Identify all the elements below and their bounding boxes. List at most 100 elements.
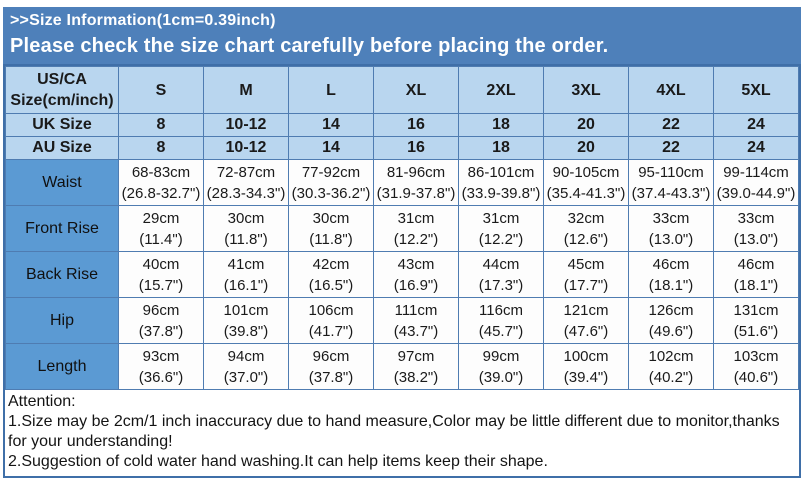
size-value-cell: 8	[118, 136, 204, 160]
measure-cm: 72-87cm	[216, 163, 276, 181]
measure-cm: 81-96cm	[386, 163, 446, 181]
measure-inch: (12.6")	[563, 230, 609, 248]
measure-cm: 32cm	[567, 209, 605, 227]
measure-row-length: Length 93cm (36.6") 94cm (37.0") 96cm (37.8") 9…	[5, 343, 799, 390]
measure-inch: (47.6")	[563, 322, 609, 340]
measure-value-cell: 45cm (17.7")	[543, 251, 629, 298]
measure-cm: 31cm	[397, 209, 435, 227]
measure-inch: (38.2")	[393, 368, 439, 386]
measure-value-cell: 30cm (11.8")	[203, 205, 289, 252]
size-information-panel: >>Size Information(1cm=0.39inch) Please …	[3, 7, 801, 478]
measure-value-cell: 116cm (45.7")	[458, 297, 544, 344]
size-chart-frame: US/CA Size(cm/inch) S M L XL 2XL 3XL 4XL 5XL UK …	[3, 64, 801, 478]
measure-value-cell: 103cm (40.6")	[713, 343, 799, 390]
measure-cm: 33cm	[737, 209, 775, 227]
measure-cm: 68-83cm	[131, 163, 191, 181]
measure-inch: (13.0")	[733, 230, 779, 248]
size-table-body: UK Size 8 10-12 14 16 18 20 22 24 AU Size 8 10-12 14…	[5, 113, 799, 390]
measure-value-cell: 99cm (39.0")	[458, 343, 544, 390]
column-header-m: M	[203, 66, 289, 114]
row-label: AU Size	[5, 136, 119, 160]
measure-cm: 33cm	[652, 209, 690, 227]
column-header-4xl: 4XL	[628, 66, 714, 114]
size-chart-table: US/CA Size(cm/inch) S M L XL 2XL 3XL 4XL 5XL UK …	[5, 66, 799, 390]
measure-inch: (26.8-32.7")	[121, 184, 201, 202]
measure-row-front-rise: Front Rise 29cm (11.4") 30cm (11.8") 30cm (11.…	[5, 205, 799, 252]
measure-value-cell: 94cm (37.0")	[203, 343, 289, 390]
measure-inch: (17.3")	[478, 276, 524, 294]
measure-row-back-rise: Back Rise 40cm (15.7") 41cm (16.1") 42cm (16.5…	[5, 251, 799, 298]
measure-value-cell: 33cm (13.0")	[628, 205, 714, 252]
size-value-cell: 14	[288, 113, 374, 137]
measure-value-cell: 31cm (12.2")	[373, 205, 459, 252]
attention-note-1: 1.Size may be 2cm/1 inch inaccuracy due …	[8, 413, 780, 450]
measure-inch: (11.4")	[139, 230, 183, 248]
measure-cm: 86-101cm	[467, 163, 535, 181]
measure-cm: 94cm	[227, 347, 265, 365]
measure-cm: 45cm	[567, 255, 605, 273]
measure-value-cell: 46cm (18.1")	[713, 251, 799, 298]
row-label: Front Rise	[5, 205, 119, 252]
size-value-cell: 8	[118, 113, 204, 137]
measure-value-cell: 33cm (13.0")	[713, 205, 799, 252]
size-value-cell: 16	[373, 136, 459, 160]
measure-inch: (31.9-37.8")	[376, 184, 456, 202]
measure-cm: 46cm	[652, 255, 690, 273]
measure-inch: (36.6")	[138, 368, 184, 386]
row-label: Waist	[5, 159, 119, 206]
measure-value-cell: 106cm (41.7")	[288, 297, 374, 344]
column-header-s: S	[118, 66, 204, 114]
measure-inch: (16.5")	[308, 276, 354, 294]
size-value-cell: 22	[628, 113, 714, 137]
measure-inch: (51.6")	[733, 322, 779, 340]
measure-cm: 46cm	[737, 255, 775, 273]
size-value-cell: 14	[288, 136, 374, 160]
measure-value-cell: 101cm (39.8")	[203, 297, 289, 344]
measure-cm: 30cm	[227, 209, 265, 227]
size-value-cell: 10-12	[203, 113, 289, 137]
measure-cm: 103cm	[733, 347, 779, 365]
measure-inch: (13.0")	[648, 230, 694, 248]
measure-inch: (39.0-44.9")	[716, 184, 796, 202]
attention-note-2: 2.Suggestion of cold water hand washing.…	[8, 453, 548, 470]
attention-section: Attention: 1.Size may be 2cm/1 inch inac…	[5, 390, 799, 476]
size-row-uk-size: UK Size 8 10-12 14 16 18 20 22 24	[5, 113, 799, 137]
measure-inch: (11.8")	[309, 230, 353, 248]
size-value-cell: 20	[543, 113, 629, 137]
column-header-3xl: 3XL	[543, 66, 629, 114]
measure-value-cell: 32cm (12.6")	[543, 205, 629, 252]
measure-cm: 116cm	[479, 301, 523, 319]
measure-cm: 93cm	[142, 347, 180, 365]
column-header-xl: XL	[373, 66, 459, 114]
measure-value-cell: 42cm (16.5")	[288, 251, 374, 298]
measure-inch: (49.6")	[648, 322, 694, 340]
measure-inch: (12.2")	[393, 230, 439, 248]
measure-value-cell: 40cm (15.7")	[118, 251, 204, 298]
measure-cm: 41cm	[227, 255, 265, 273]
measure-cm: 97cm	[397, 347, 435, 365]
row-label: UK Size	[5, 113, 119, 137]
size-value-cell: 18	[458, 113, 544, 137]
measure-inch: (39.0")	[478, 368, 524, 386]
measure-inch: (15.7")	[138, 276, 184, 294]
measure-inch: (43.7")	[393, 322, 439, 340]
measure-cm: 96cm	[312, 347, 350, 365]
measure-inch: (12.2")	[478, 230, 524, 248]
size-value-cell: 24	[713, 136, 799, 160]
measure-inch: (39.4")	[563, 368, 609, 386]
measure-inch: (17.7")	[563, 276, 609, 294]
measure-cm: 101cm	[223, 301, 269, 319]
measure-cm: 102cm	[648, 347, 694, 365]
size-value-cell: 16	[373, 113, 459, 137]
column-header-5xl: 5XL	[713, 66, 799, 114]
measure-inch: (41.7")	[308, 322, 354, 340]
row-label: Back Rise	[5, 251, 119, 298]
measure-cm: 44cm	[482, 255, 520, 273]
measure-inch: (16.9")	[393, 276, 439, 294]
measure-value-cell: 77-92cm (30.3-36.2")	[288, 159, 374, 206]
banner-subtitle: Please check the size chart carefully be…	[10, 35, 609, 57]
measure-row-hip: Hip 96cm (37.8") 101cm (39.8") 106cm (41.7") 11…	[5, 297, 799, 344]
measure-value-cell: 96cm (37.8")	[118, 297, 204, 344]
measure-value-cell: 46cm (18.1")	[628, 251, 714, 298]
measure-inch: (16.1")	[223, 276, 269, 294]
